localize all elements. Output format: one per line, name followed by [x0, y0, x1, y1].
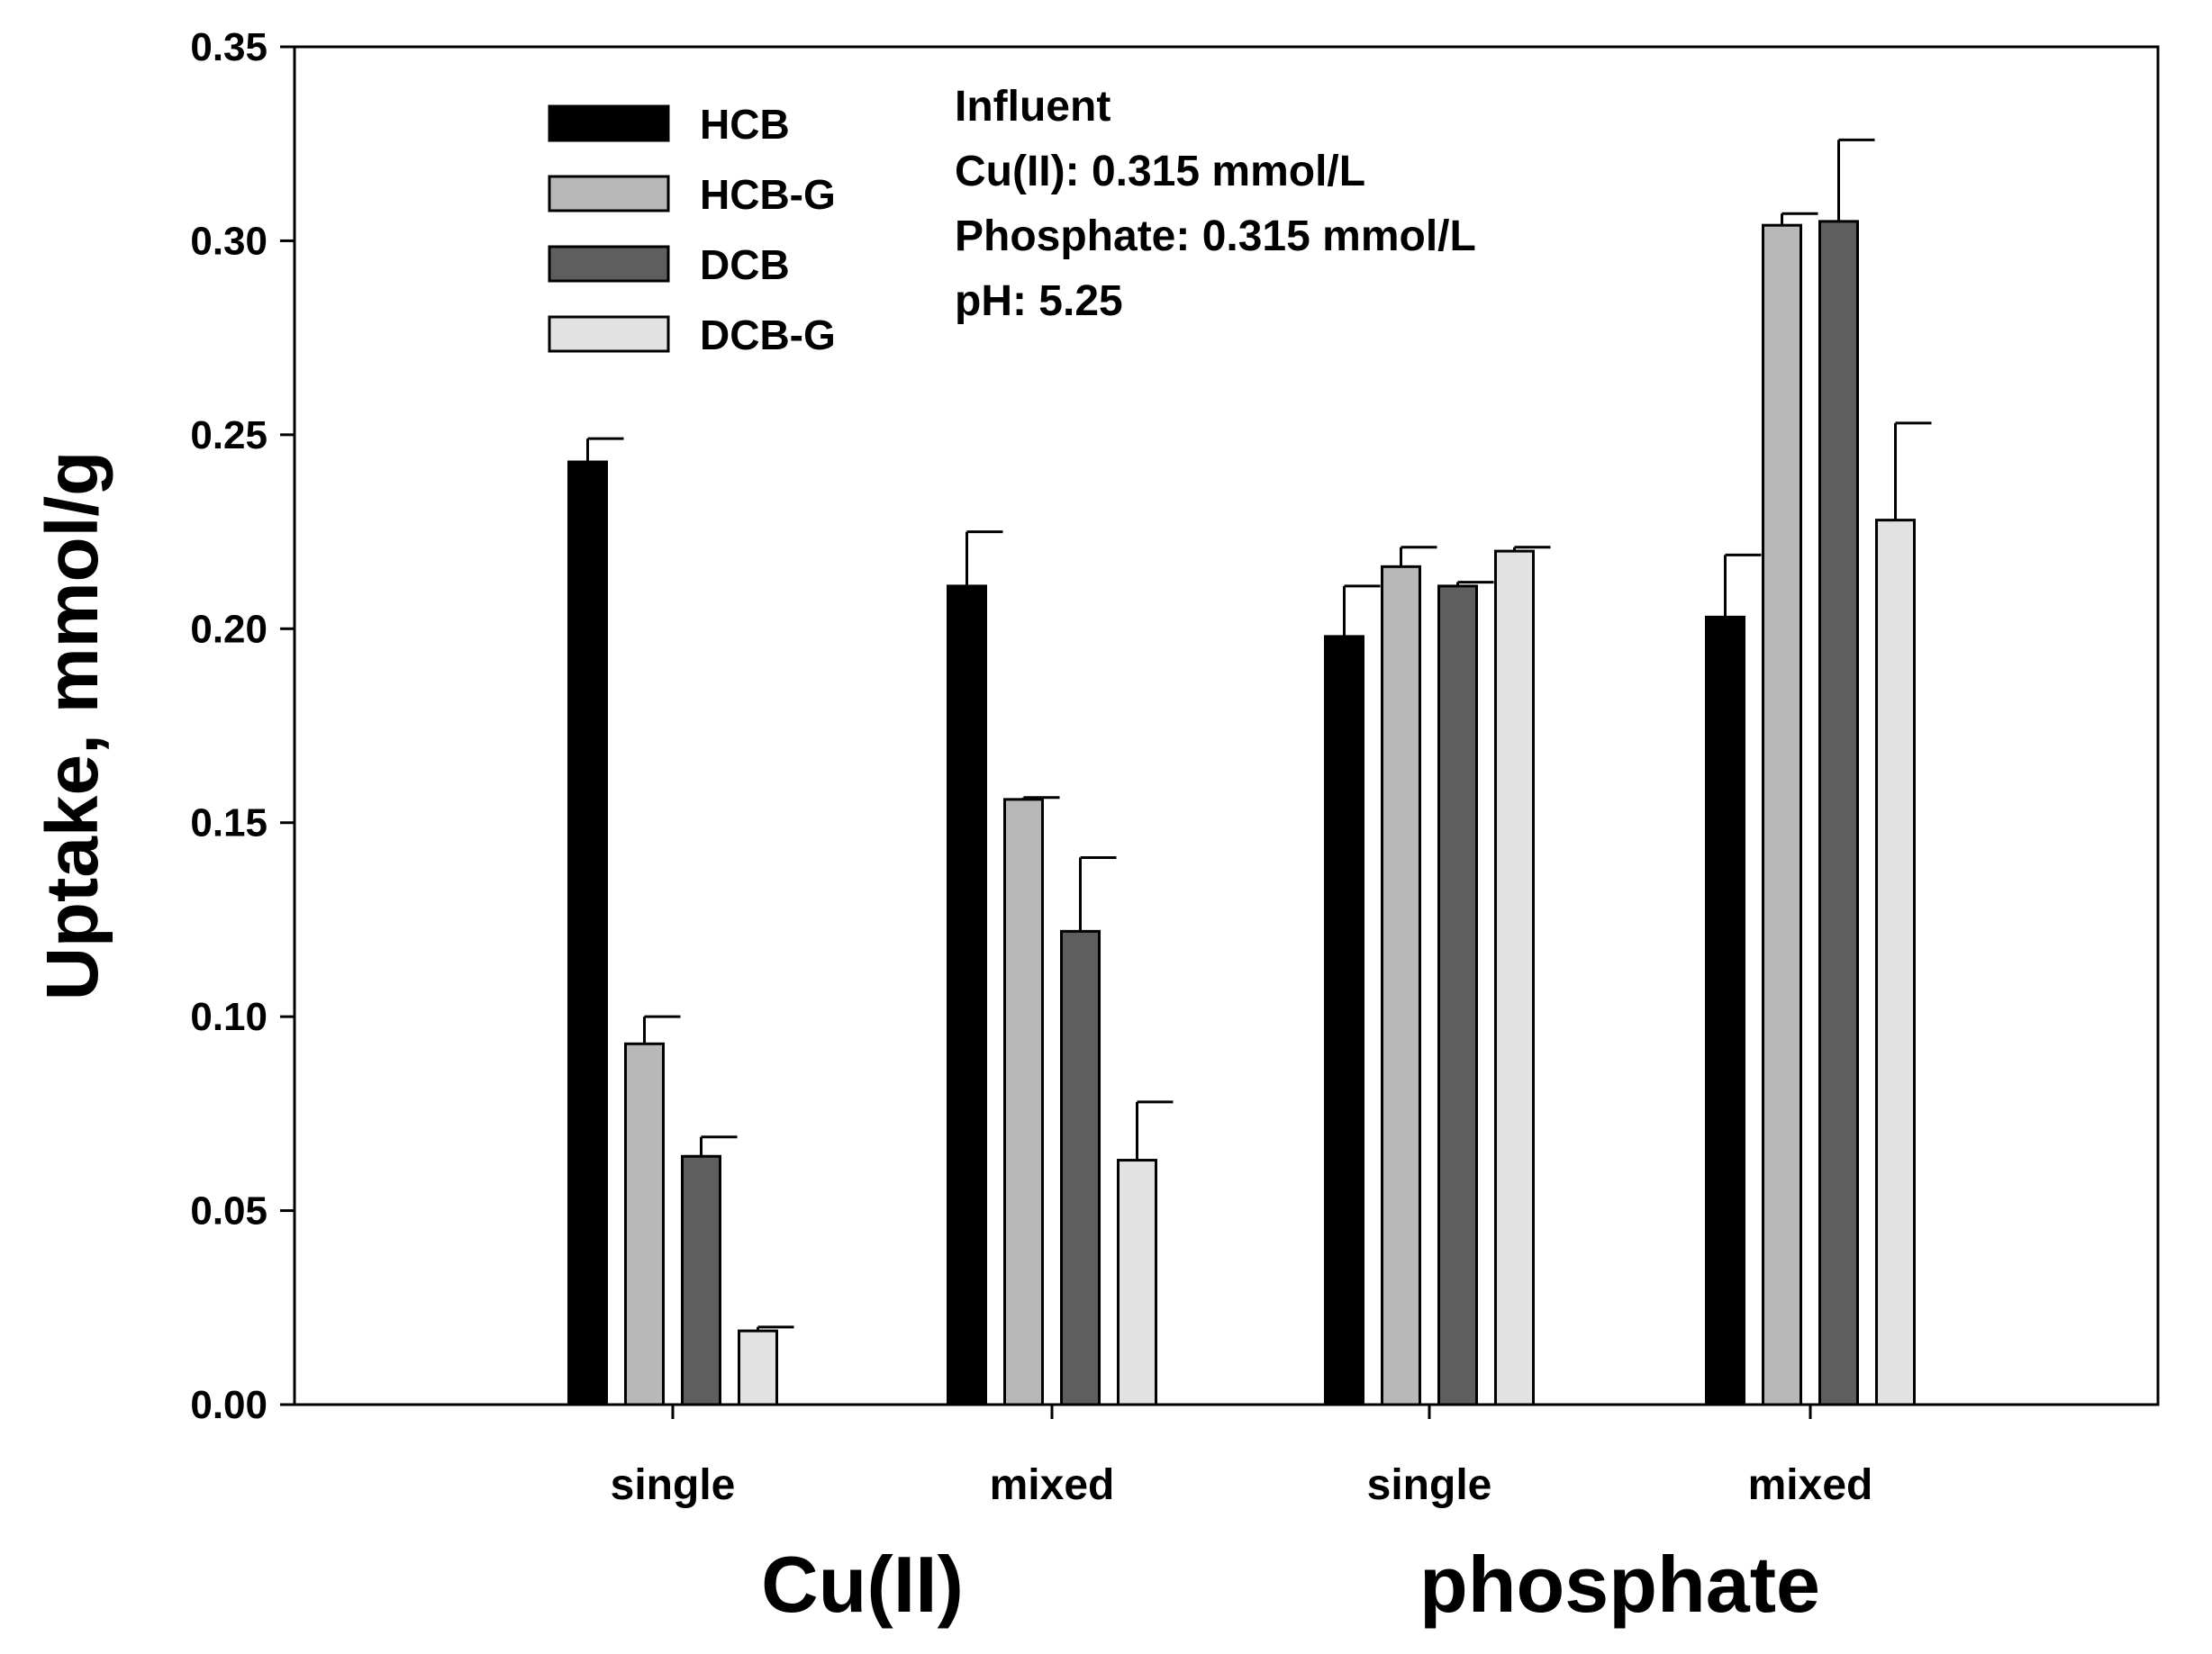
annotation-line: pH: 5.25: [955, 277, 1123, 325]
bar-hcb: [567, 460, 608, 1406]
bar-dcb-g: [1494, 549, 1535, 1406]
bar-hcb-g: [1762, 223, 1802, 1406]
legend-swatch-dcb: [548, 245, 670, 283]
annotation-line: Cu(II): 0.315 mmol/L: [955, 148, 1365, 195]
bar-dcb: [681, 1154, 721, 1406]
y-tick-label: 0.35: [190, 25, 267, 69]
bar-dcb-g: [1875, 519, 1916, 1406]
bar-hcb: [1705, 615, 1745, 1406]
plot-frame: [293, 45, 2160, 1406]
legend-label: DCB-G: [700, 312, 836, 358]
y-tick-label: 0.15: [190, 801, 267, 845]
bar-hcb-g: [1003, 798, 1044, 1406]
legend-swatch-hcb-g: [548, 175, 670, 212]
bar-hcb-g: [1381, 565, 1421, 1406]
legend-swatch-dcb-g: [548, 315, 670, 353]
y-tick-label: 0.10: [190, 995, 267, 1039]
annotation-line: Influent: [955, 83, 1111, 131]
annotation: Influent Cu(II): 0.315 mmol/L Phosphate: 0…: [955, 83, 1476, 325]
y-tick-label: 0.00: [190, 1383, 267, 1427]
bar-dcb: [1818, 220, 1859, 1406]
legend-label: DCB: [700, 241, 790, 288]
bars-layer: [567, 138, 1932, 1406]
bar-hcb: [947, 584, 987, 1406]
y-tick-label: 0.25: [190, 413, 267, 457]
axes-layer: [280, 45, 2160, 1419]
y-axis-label: Uptake, mmol/g: [32, 451, 113, 1001]
legend-label: HCB: [700, 101, 790, 148]
annotation-line: Phosphate: 0.315 mmol/L: [955, 212, 1476, 260]
labels-layer: 0.00 0.05 0.10 0.15 0.20 0.25 0.30 0.35 Uptake, …: [32, 25, 1872, 1629]
x-tick-label: single: [611, 1461, 736, 1509]
y-tick-label: 0.20: [190, 607, 267, 651]
y-tick-label: 0.05: [190, 1189, 267, 1234]
bar-dcb-g: [1117, 1159, 1157, 1406]
group-label: Cu(II): [761, 1540, 964, 1629]
group-label: phosphate: [1419, 1540, 1820, 1629]
bar-dcb: [1437, 584, 1478, 1406]
bar-hcb-g: [624, 1042, 665, 1406]
bar-hcb: [1324, 635, 1364, 1406]
x-tick-label: mixed: [1748, 1461, 1873, 1509]
bar-dcb-g: [738, 1329, 778, 1406]
y-tick-label: 0.30: [190, 219, 267, 263]
legend-label: HCB-G: [700, 171, 836, 218]
x-tick-label: single: [1367, 1461, 1492, 1509]
bar-dcb: [1060, 929, 1101, 1406]
legend-swatch-hcb: [548, 104, 670, 142]
legend: HCB HCB-G DCB DCB-G: [548, 101, 836, 358]
x-tick-label: mixed: [990, 1461, 1115, 1509]
